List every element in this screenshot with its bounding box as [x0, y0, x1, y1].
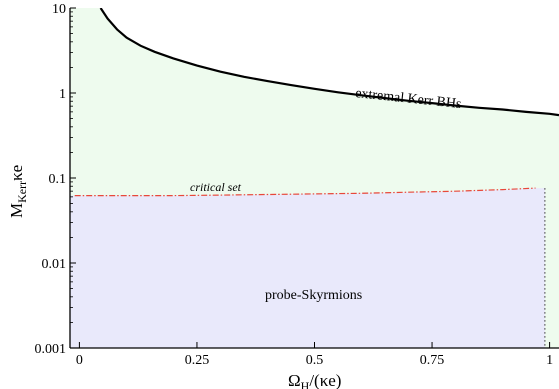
y-axis-label: MKerrκe — [7, 165, 29, 218]
x-tick-label: 1 — [546, 353, 553, 368]
y-tick-label: 0.1 — [49, 172, 67, 187]
y-tick-label: 0.001 — [35, 342, 67, 357]
tick-marks — [70, 7, 551, 349]
critical-set-label: critical set — [190, 180, 242, 194]
critical-set-curve — [74, 187, 536, 197]
x-tick-label: 0.25 — [185, 353, 210, 368]
x-axis-label: ΩH/(κe) — [288, 371, 341, 389]
y-tick-label: 1 — [59, 87, 66, 102]
skyrmion-region-fill — [70, 188, 545, 348]
x-tick-label: 0 — [76, 353, 83, 368]
y-tick-label: 0.01 — [42, 257, 67, 272]
x-tick-label: 0.75 — [420, 353, 445, 368]
y-tick-label: 10 — [52, 2, 66, 17]
tick-labels: 0 0.25 0.5 0.75 1 0.001 0.01 0.1 1 10 — [35, 2, 554, 368]
extremal-kerr-curve — [99, 8, 559, 117]
probe-skyrmions-label: probe-Skyrmions — [265, 288, 362, 303]
x-tick-label: 0.5 — [306, 353, 324, 368]
